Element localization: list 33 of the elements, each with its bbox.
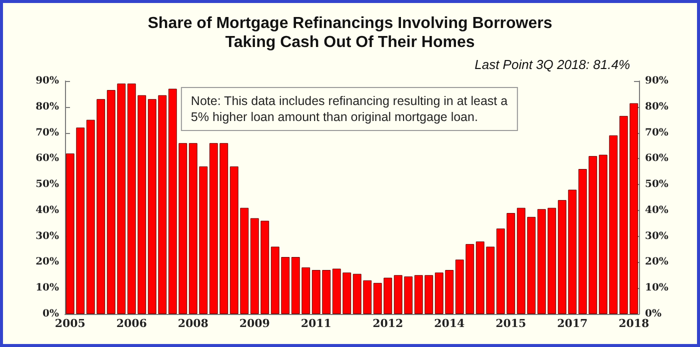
y-tick-label: 0%	[42, 308, 60, 320]
y2-tick-label: 60%	[645, 153, 669, 164]
y2-tick-label: 10%	[645, 282, 669, 294]
y-tick-label: 10%	[36, 282, 60, 294]
y-tick-label: 80%	[36, 101, 60, 112]
x-tick-label: 2014	[434, 317, 466, 330]
y2-tick-label: 50%	[645, 179, 669, 190]
y-tick-label: 60%	[36, 153, 60, 164]
y2-tick-label: 70%	[645, 127, 669, 138]
y-tick-label: 90%	[36, 76, 60, 86]
x-tick-label: 2006	[116, 317, 148, 330]
chart-title: Share of Mortgage Refinancings Involving Borrowers Taking Cash Out Of Their Homes	[148, 15, 552, 51]
y2-tick-label: 90%	[645, 76, 669, 86]
y2-tick-label: 80%	[645, 101, 669, 112]
x-tick-label: 2012	[372, 317, 404, 330]
x-tick-label: 2017	[557, 317, 588, 330]
x-tick-label: 2018	[618, 317, 650, 330]
y-tick-label: 30%	[36, 230, 60, 242]
y-tick-label: 70%	[36, 127, 60, 138]
y2-tick-label: 30%	[645, 230, 669, 242]
y-tick-label: 40%	[36, 204, 60, 216]
annotation: Note: This data includes refinancing resulting in at least a 5% higher loan amount than original mortgage loan.	[190, 94, 508, 124]
x-tick-label: 2005	[54, 317, 86, 330]
x-tick-label: 2008	[178, 317, 209, 330]
y2-tick-label: 20%	[645, 256, 669, 268]
y-tick-label: 20%	[36, 256, 60, 268]
x-tick-label: 2015	[496, 317, 526, 330]
y-tick-label: 50%	[36, 179, 60, 190]
chart-subtitle: Last Point 3Q 2018: 81.4%	[474, 57, 630, 72]
x-tick-label: 2011	[300, 317, 332, 330]
y2-tick-label: 0%	[645, 308, 662, 320]
x-tick-label: 2009	[239, 317, 270, 330]
y2-tick-label: 40%	[645, 204, 669, 216]
